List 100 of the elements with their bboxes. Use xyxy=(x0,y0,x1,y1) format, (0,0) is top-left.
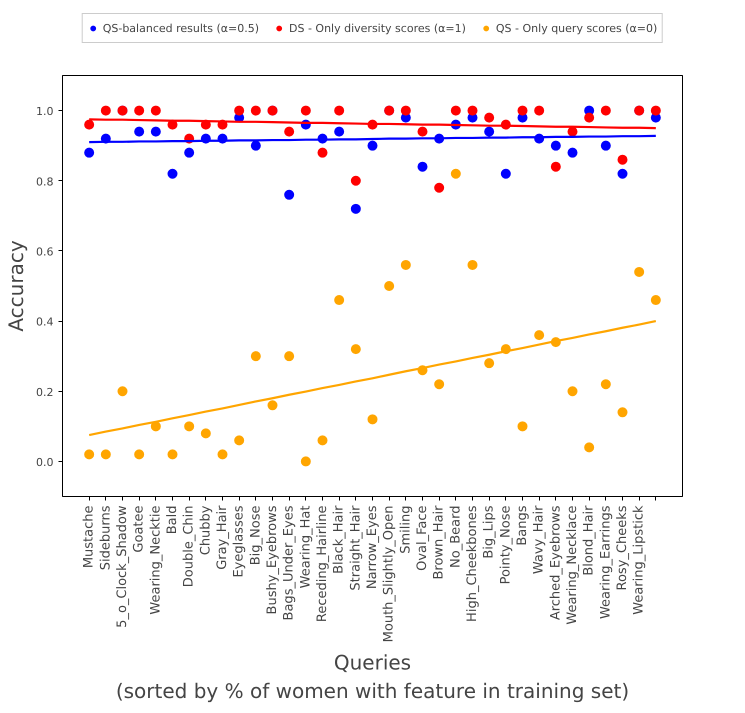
x-tick-label: Brown_Hair xyxy=(432,504,447,580)
point xyxy=(418,126,428,137)
point xyxy=(184,148,194,158)
point xyxy=(84,449,94,460)
point xyxy=(468,106,478,116)
x-tick-label: Eyeglasses xyxy=(232,505,247,578)
point xyxy=(584,112,594,123)
y-axis-title: Accuracy xyxy=(4,240,28,332)
y-tick-label: 0.0 xyxy=(36,456,54,469)
x-tick-label: Smiling xyxy=(398,505,414,554)
point xyxy=(168,168,178,179)
point xyxy=(250,140,261,151)
y-tick-label: 0.4 xyxy=(36,316,54,329)
x-tick-label: Goatee xyxy=(132,505,147,553)
point xyxy=(250,351,261,362)
point xyxy=(368,140,378,151)
x-tick-label: Bangs xyxy=(515,505,530,546)
point xyxy=(618,154,628,165)
x-tick-label: Narrow_Eyes xyxy=(365,505,380,590)
point xyxy=(150,106,161,116)
legend-label: QS - Only query scores (α=0) xyxy=(496,22,658,34)
point xyxy=(634,266,644,277)
point xyxy=(484,112,494,123)
x-tick-label: Black_Hair xyxy=(332,504,347,574)
y-tick-label: 0.2 xyxy=(36,386,54,399)
x-axis-title: Queries (sorted by % of women with feature in training set) xyxy=(116,650,630,704)
x-tick-label: Blond_Hair xyxy=(582,504,597,576)
x-tick-label: Pointy_Nose xyxy=(498,506,514,584)
point xyxy=(100,449,111,460)
x-tick-label: Receding_Hairline xyxy=(315,505,330,622)
point xyxy=(318,148,328,158)
x-tick-label: Wearing_Necklace xyxy=(565,505,580,625)
point xyxy=(584,442,594,452)
point xyxy=(234,435,244,446)
x-tick-label: Bald xyxy=(165,506,180,534)
point xyxy=(300,106,311,116)
point xyxy=(484,126,494,137)
point xyxy=(134,106,144,116)
x-tick-label: High_Cheekbones xyxy=(465,505,480,622)
point xyxy=(384,281,394,291)
y-tick-label: 0.8 xyxy=(36,175,54,188)
point xyxy=(284,190,294,200)
x-tick-label: Wavy_Hair xyxy=(532,504,547,574)
point xyxy=(618,168,628,179)
point xyxy=(350,176,361,186)
point xyxy=(134,449,144,460)
point xyxy=(234,106,244,116)
point xyxy=(300,456,311,466)
legend-label: QS-balanced results (α=0.5) xyxy=(102,22,260,34)
point xyxy=(568,386,578,396)
point xyxy=(450,168,461,179)
point xyxy=(334,126,344,137)
point xyxy=(318,435,328,446)
point xyxy=(84,120,94,130)
point xyxy=(200,428,211,438)
x-tick-label: Double_Chin xyxy=(182,506,197,588)
point xyxy=(500,168,511,179)
point xyxy=(84,148,94,158)
x-tick-label: Gray_Hair xyxy=(215,504,230,570)
point xyxy=(368,414,378,424)
point xyxy=(268,400,278,410)
x-tick-label: Bags_Under_Eyes xyxy=(282,505,297,620)
x-tick-label: Oval_Face xyxy=(415,505,430,571)
point xyxy=(618,407,628,418)
x-tick-label: Arched_Eyebrows xyxy=(548,505,564,620)
point xyxy=(350,204,361,214)
legend-label: DS - Only diversity scores (α=1) xyxy=(289,22,466,34)
point xyxy=(650,295,661,306)
point xyxy=(550,162,561,172)
x-tick-label: Wearing_Earrings xyxy=(598,505,614,620)
point xyxy=(400,260,411,270)
x-tick-label: Straight_Hair xyxy=(348,504,364,591)
x-tick-label: No_Beard xyxy=(448,505,464,568)
point xyxy=(418,162,428,172)
point xyxy=(650,106,661,116)
point xyxy=(600,106,611,116)
x-tick-label: Big_Lips xyxy=(482,505,497,559)
point xyxy=(100,106,111,116)
point xyxy=(568,148,578,158)
point xyxy=(150,126,161,137)
y-tick-label: 1.0 xyxy=(36,105,54,118)
x-tick-label: Chubby xyxy=(198,505,214,556)
point xyxy=(434,182,444,193)
x-tick-label: Mustache xyxy=(82,505,97,568)
point xyxy=(118,386,128,396)
point xyxy=(484,358,494,368)
point xyxy=(434,379,444,390)
x-tick-label: Wearing_Hat xyxy=(298,506,314,588)
point xyxy=(334,295,344,306)
y-tick-label: 0.6 xyxy=(36,245,54,258)
point xyxy=(350,344,361,354)
x-tick-label: Bushy_Eyebrows xyxy=(265,505,280,614)
x-tick-label: Sideburns xyxy=(98,505,114,570)
x-tick-label: Wearing_Necktie xyxy=(148,505,164,615)
point xyxy=(134,126,144,137)
point xyxy=(400,106,411,116)
x-tick-label: 5_o_Clock_Shadow xyxy=(115,505,130,628)
x-tick-label: Big_Nose xyxy=(248,505,264,566)
point xyxy=(534,330,544,340)
point xyxy=(284,126,294,137)
